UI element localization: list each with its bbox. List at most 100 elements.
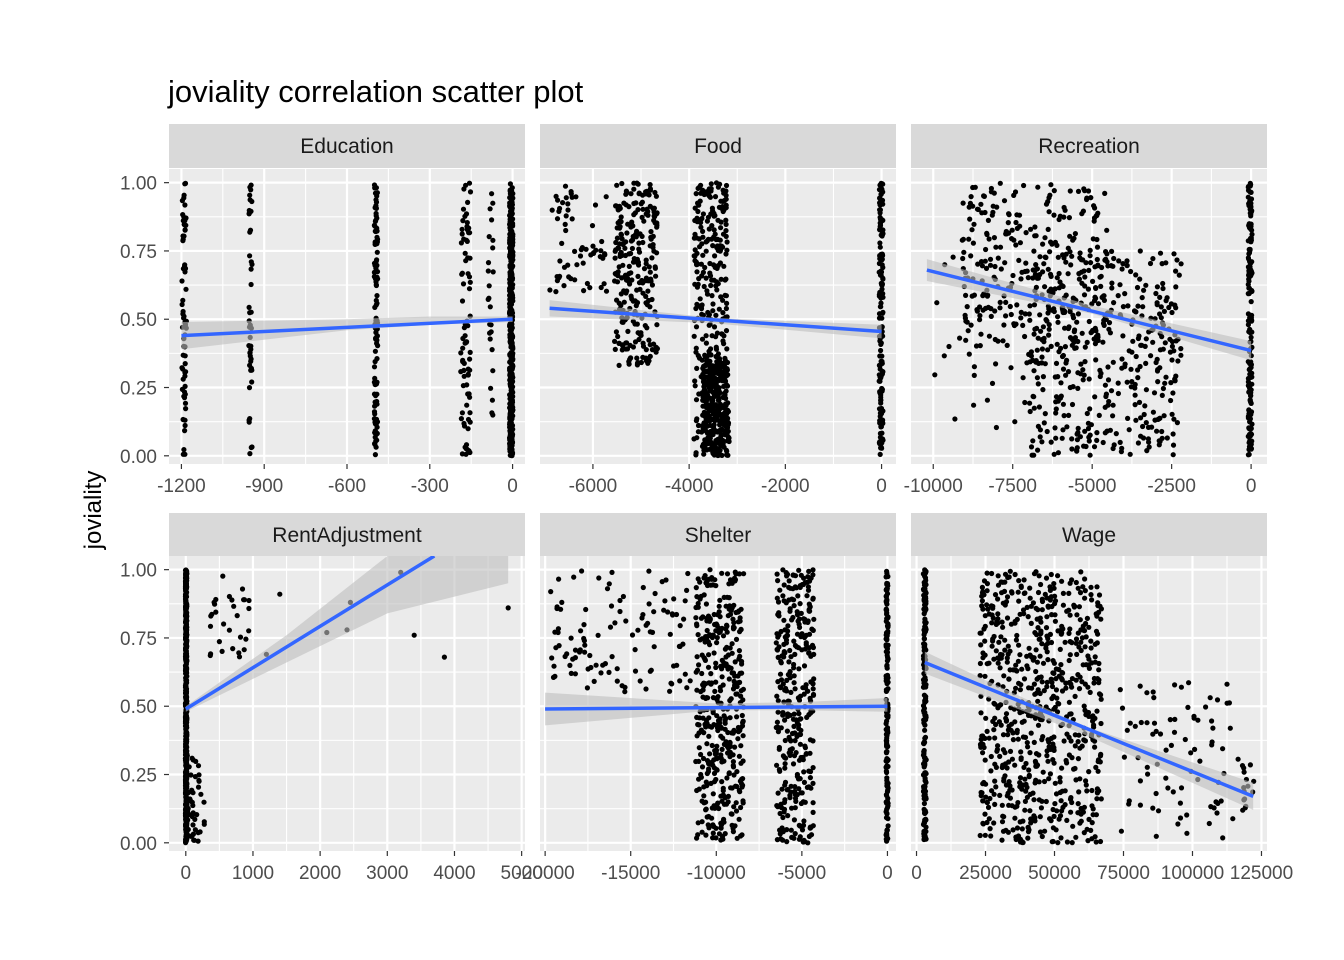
data-point	[1053, 410, 1059, 416]
data-point	[1160, 285, 1166, 292]
data-point	[796, 711, 802, 717]
data-point	[724, 367, 731, 373]
data-point	[247, 192, 253, 198]
data-point	[612, 248, 618, 254]
data-point	[995, 255, 1001, 261]
data-point	[490, 245, 496, 251]
data-point	[877, 227, 883, 233]
y-tick-label: 1.00	[120, 174, 157, 195]
data-point	[701, 655, 707, 661]
data-point	[1249, 227, 1255, 233]
data-point	[645, 620, 651, 626]
data-point	[373, 228, 379, 235]
data-point	[723, 447, 730, 453]
data-point	[1099, 264, 1105, 271]
data-point	[373, 335, 379, 341]
data-point	[248, 187, 254, 193]
data-point	[467, 189, 474, 195]
data-point	[723, 305, 730, 312]
data-point	[700, 252, 706, 258]
data-point	[1038, 328, 1044, 334]
data-point	[653, 273, 659, 279]
data-point	[467, 349, 473, 355]
data-point	[487, 330, 493, 336]
data-point	[371, 379, 377, 385]
x-tick-label: -300	[411, 476, 449, 497]
data-point	[724, 239, 730, 245]
data-point	[1043, 798, 1049, 805]
data-point	[1171, 416, 1177, 422]
data-point	[372, 375, 378, 381]
data-point	[885, 816, 891, 822]
data-point	[883, 586, 890, 593]
data-point	[714, 756, 720, 762]
data-point	[788, 654, 794, 660]
data-point	[1248, 237, 1254, 243]
data-point	[1143, 282, 1149, 288]
data-point	[248, 182, 254, 188]
data-point	[730, 686, 737, 692]
data-point	[725, 652, 732, 658]
data-point	[1094, 430, 1100, 436]
data-point	[1055, 254, 1061, 260]
data-point	[645, 212, 651, 218]
data-point	[372, 304, 378, 310]
data-point	[609, 654, 615, 660]
data-point	[883, 749, 890, 755]
data-point	[792, 730, 798, 736]
data-point	[988, 185, 995, 192]
data-point	[372, 411, 378, 417]
data-point	[699, 819, 705, 825]
data-point	[677, 623, 683, 629]
data-point	[1246, 251, 1252, 257]
data-point	[806, 568, 812, 575]
data-point	[643, 261, 649, 267]
data-point	[1023, 760, 1029, 767]
data-point	[1034, 676, 1040, 682]
data-point	[465, 391, 471, 397]
data-point	[737, 789, 743, 795]
data-point	[982, 209, 988, 216]
data-point	[466, 286, 473, 292]
data-point	[1137, 363, 1143, 370]
data-point	[787, 792, 793, 799]
data-point	[792, 784, 798, 790]
data-point	[692, 205, 698, 211]
data-point	[373, 276, 379, 282]
data-point	[1073, 345, 1079, 351]
data-point	[651, 341, 657, 347]
data-point	[879, 251, 885, 257]
data-point	[374, 401, 380, 407]
data-point	[699, 336, 706, 342]
data-point	[723, 661, 729, 667]
data-point	[966, 351, 972, 357]
data-point	[693, 305, 699, 312]
data-point	[646, 601, 652, 607]
data-point	[877, 220, 883, 226]
data-point	[921, 800, 928, 807]
data-point	[248, 358, 254, 364]
data-point	[582, 642, 588, 648]
data-point	[466, 274, 473, 280]
data-point	[715, 800, 721, 806]
data-point	[1178, 261, 1184, 267]
data-point	[1003, 711, 1010, 717]
data-point	[1110, 413, 1116, 419]
data-point	[716, 628, 722, 634]
data-point	[701, 190, 707, 196]
data-point	[783, 755, 789, 761]
data-point	[790, 614, 796, 621]
data-point	[736, 816, 742, 822]
data-point	[707, 260, 713, 267]
data-point	[724, 452, 730, 458]
data-point	[1098, 616, 1104, 622]
data-point	[374, 300, 380, 306]
x-tick-label: -1200	[157, 476, 206, 497]
data-point	[190, 802, 196, 809]
data-point	[879, 187, 885, 193]
facets-layer: Education-1200 -900 -600 -300 00.000.250.500…	[120, 124, 1293, 884]
data-point	[779, 653, 785, 659]
data-point	[1030, 275, 1036, 281]
data-point	[810, 686, 816, 692]
facet-strip-label: Education	[300, 135, 393, 158]
